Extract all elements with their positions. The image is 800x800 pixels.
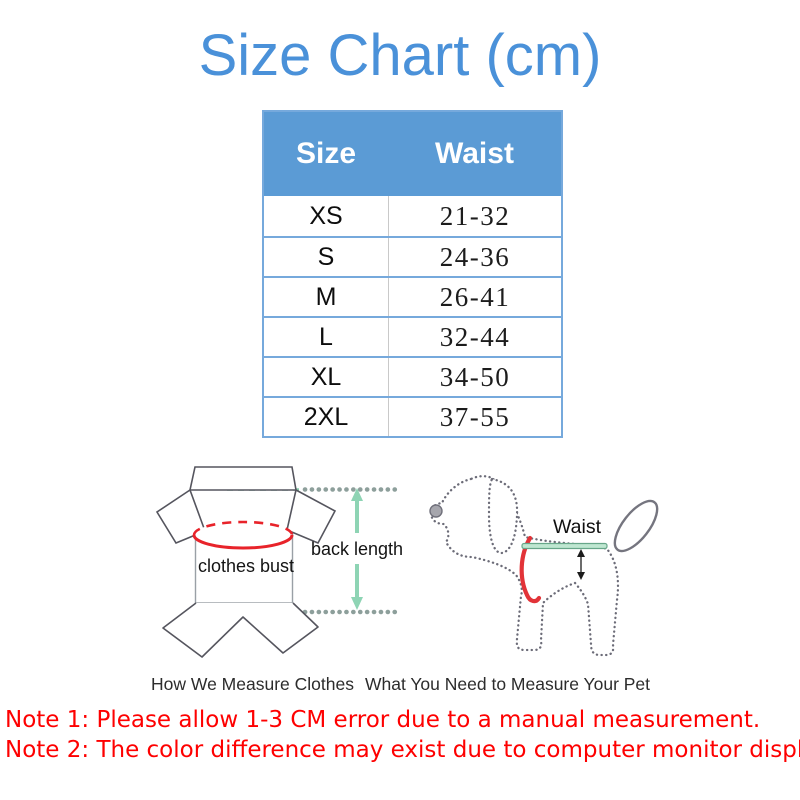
garment-left-sleeve: [155, 488, 207, 545]
note-2: Note 2: The color difference may exist d…: [5, 737, 800, 763]
measurement-diagrams: clothes bust back length Waist: [155, 466, 659, 658]
table-row: L 32-44: [264, 316, 561, 356]
table-row: 2XL 37-55: [264, 396, 561, 436]
header-waist: Waist: [435, 137, 514, 170]
garment-collar: [189, 466, 297, 491]
dog-ear: [487, 477, 519, 555]
size-cell: XS: [264, 196, 389, 236]
size-cell: XL: [264, 358, 389, 396]
table-row: S 24-36: [264, 236, 561, 276]
waist-cell: 32-44: [439, 321, 511, 352]
size-cell: L: [264, 318, 389, 356]
waist-cell: 37-55: [439, 401, 511, 432]
pet-caption: What You Need to Measure Your Pet: [364, 674, 651, 694]
dog-tail: [613, 499, 659, 553]
dog-diagram: Waist: [429, 475, 659, 657]
garment-right-sleeve: [286, 488, 337, 545]
header-size: Size: [295, 137, 357, 170]
waist-depth-arrow: [577, 549, 585, 580]
size-cell: 2XL: [264, 398, 389, 436]
size-cell: S: [264, 238, 389, 276]
table-row: XS 21-32: [264, 196, 561, 236]
bust-ellipse-solid-bottom: [192, 534, 294, 550]
bust-ellipse-dashed-top: [192, 520, 294, 536]
garment-bottom-flaps: [162, 602, 319, 658]
waist-band: [519, 535, 542, 604]
size-cell: M: [264, 278, 389, 316]
bust-ellipse-fill: [194, 522, 292, 548]
dog-outline: [429, 475, 620, 657]
waist-cell: 24-36: [439, 241, 511, 272]
waist-cell: 26-41: [439, 281, 511, 312]
clothes-caption: How We Measure Clothes: [151, 674, 354, 694]
back-length-arrow: [351, 488, 363, 610]
table-row: M 26-41: [264, 276, 561, 316]
clothes-diagram: clothes bust back length: [155, 466, 403, 658]
pet-waist-label: Waist: [553, 516, 602, 538]
clothes-bust-label: clothes bust: [198, 556, 294, 576]
dog-nose: [429, 504, 443, 518]
table-row: XL 34-50: [264, 356, 561, 396]
back-length-label: back length: [311, 539, 403, 559]
size-table: Size Waist XS 21-32 S 24-36 M 26-41 L 32…: [262, 110, 563, 438]
waist-cell: 21-32: [439, 200, 511, 231]
table-header-row: Size Waist: [264, 112, 561, 196]
note-1: Note 1: Please allow 1-3 CM error due to…: [5, 707, 761, 733]
waist-line: [521, 542, 608, 550]
page-title: Size Chart (cm): [198, 23, 602, 88]
waist-cell: 34-50: [439, 361, 511, 392]
